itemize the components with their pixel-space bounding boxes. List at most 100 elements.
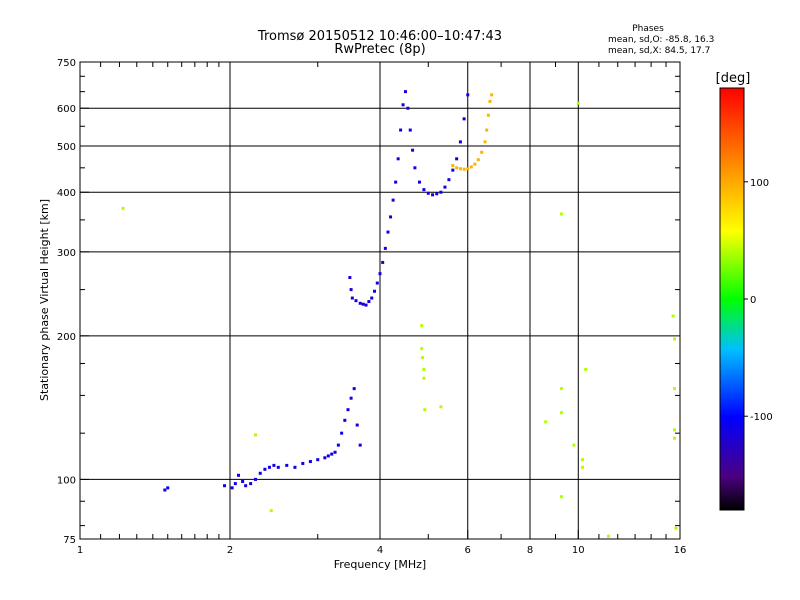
data-point: [258, 471, 262, 475]
data-points: [121, 90, 678, 538]
data-point: [559, 387, 563, 391]
data-point: [671, 314, 675, 318]
x-tick-label: 1: [77, 545, 83, 556]
chart-subtitle: RwPretec (8p): [334, 42, 425, 57]
data-point: [559, 495, 563, 499]
data-point: [323, 456, 327, 460]
data-point: [466, 93, 470, 97]
data-point: [473, 162, 477, 166]
data-point: [673, 387, 677, 391]
data-point: [233, 482, 237, 486]
colorbar-tick-label: 100: [750, 178, 769, 189]
data-point: [230, 486, 234, 490]
data-point: [383, 246, 387, 250]
data-point: [451, 168, 455, 172]
data-point: [413, 166, 417, 170]
data-point: [673, 436, 677, 440]
phase-stats-heading: Phases: [632, 24, 664, 34]
data-point: [439, 405, 443, 409]
data-point: [343, 418, 347, 422]
data-point: [462, 117, 466, 121]
y-tick-label: 100: [57, 475, 76, 486]
data-point: [490, 93, 494, 97]
data-point: [253, 477, 257, 481]
data-point: [480, 150, 484, 154]
data-point: [276, 465, 280, 469]
data-point: [466, 167, 470, 171]
data-point: [401, 103, 405, 107]
data-point: [375, 281, 379, 285]
data-point: [358, 443, 362, 447]
data-point: [674, 526, 678, 530]
data-point: [244, 484, 248, 488]
data-point: [485, 128, 489, 132]
data-point: [488, 99, 492, 103]
data-point: [422, 367, 426, 371]
data-point: [326, 454, 330, 458]
data-point: [559, 411, 563, 415]
data-point: [447, 178, 451, 182]
data-point: [241, 479, 245, 483]
data-point: [308, 460, 312, 464]
data-point: [272, 463, 276, 467]
y-tick-label: 400: [57, 188, 76, 199]
data-point: [455, 157, 459, 161]
data-point: [163, 488, 167, 492]
data-point: [559, 212, 563, 216]
data-point: [443, 185, 447, 189]
y-tick-label: 200: [57, 332, 76, 343]
data-point: [486, 113, 490, 117]
data-point: [581, 465, 585, 469]
data-point: [673, 428, 677, 432]
y-tick-label: 500: [57, 142, 76, 153]
y-tick-label: 750: [57, 58, 76, 69]
data-point: [483, 140, 487, 144]
x-tick-label: 6: [465, 545, 471, 556]
data-point: [340, 431, 344, 435]
colorbar: [719, 87, 745, 511]
data-point: [394, 180, 398, 184]
data-point: [584, 367, 588, 371]
data-point: [253, 433, 257, 437]
data-point: [330, 452, 334, 456]
colorbar-tick-label: 0: [750, 295, 756, 306]
data-point: [349, 288, 353, 292]
data-point: [378, 272, 382, 276]
x-tick-label: 8: [527, 545, 533, 556]
data-point: [373, 289, 377, 293]
phase-stats-x: mean, sd,X: 84.5, 17.7: [608, 46, 710, 56]
phase-stats-o: mean, sd,O: -85.8, 16.3: [608, 35, 714, 45]
data-point: [236, 473, 240, 477]
colorbar-ticks: 100 0 -100: [744, 178, 773, 423]
data-point: [263, 467, 267, 471]
data-point: [423, 408, 427, 412]
data-point: [396, 157, 400, 161]
chart-title: Tromsø 20150512 10:46:00–10:47:43: [257, 29, 502, 44]
data-point: [346, 408, 350, 412]
x-tick-label: 16: [674, 545, 687, 556]
data-point: [358, 301, 362, 305]
data-point: [349, 396, 353, 400]
data-point: [451, 164, 455, 168]
y-tick-label: 75: [63, 535, 76, 546]
data-point: [399, 128, 403, 132]
data-point: [422, 376, 426, 380]
data-point: [352, 387, 356, 391]
axis-ticks: 1 2 4 6 8 10 16 75 100 200 300 400 500 600 750: [57, 58, 686, 556]
data-point: [431, 193, 435, 197]
data-point: [458, 140, 462, 144]
data-point: [354, 299, 358, 303]
data-point: [348, 276, 352, 280]
data-point: [607, 534, 611, 538]
data-point: [673, 337, 677, 341]
x-tick-label: 10: [572, 545, 585, 556]
data-point: [285, 463, 289, 467]
data-point: [581, 458, 585, 462]
data-point: [121, 206, 125, 210]
data-point: [249, 482, 253, 486]
data-point: [458, 167, 462, 171]
data-point: [420, 347, 424, 351]
data-point: [417, 180, 421, 184]
data-point: [572, 443, 576, 447]
data-point: [411, 148, 415, 152]
